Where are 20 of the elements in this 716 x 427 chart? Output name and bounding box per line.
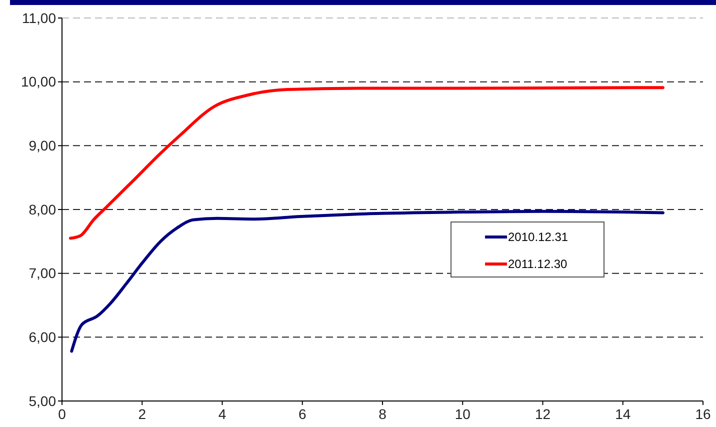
x-tick-label: 10: [454, 406, 471, 422]
x-tick-label: 12: [534, 406, 551, 422]
x-tick-label: 14: [615, 406, 631, 422]
y-tick-label: 7,00: [28, 265, 56, 282]
y-tick-label: 8,00: [28, 201, 56, 218]
x-tick-label: 2: [138, 406, 146, 422]
y-tick-label: 9,00: [28, 138, 56, 154]
legend-label: 2011.12.30: [508, 257, 568, 272]
line-series: [70, 210, 664, 353]
x-tick-label: 6: [298, 406, 306, 422]
x-tick-label: 4: [218, 406, 226, 422]
legend-label: 2010.12.31: [508, 230, 568, 244]
line-series: [68, 86, 664, 240]
y-tick-label: 10,00: [20, 74, 56, 90]
x-tick-label: 0: [58, 406, 66, 422]
x-tick-label: 8: [378, 406, 387, 422]
y-tick-label: 5,00: [28, 392, 56, 409]
y-tick-label: 11,00: [22, 10, 56, 26]
y-tick-label: 6,00: [28, 329, 56, 346]
x-tick-label: 16: [695, 406, 711, 422]
